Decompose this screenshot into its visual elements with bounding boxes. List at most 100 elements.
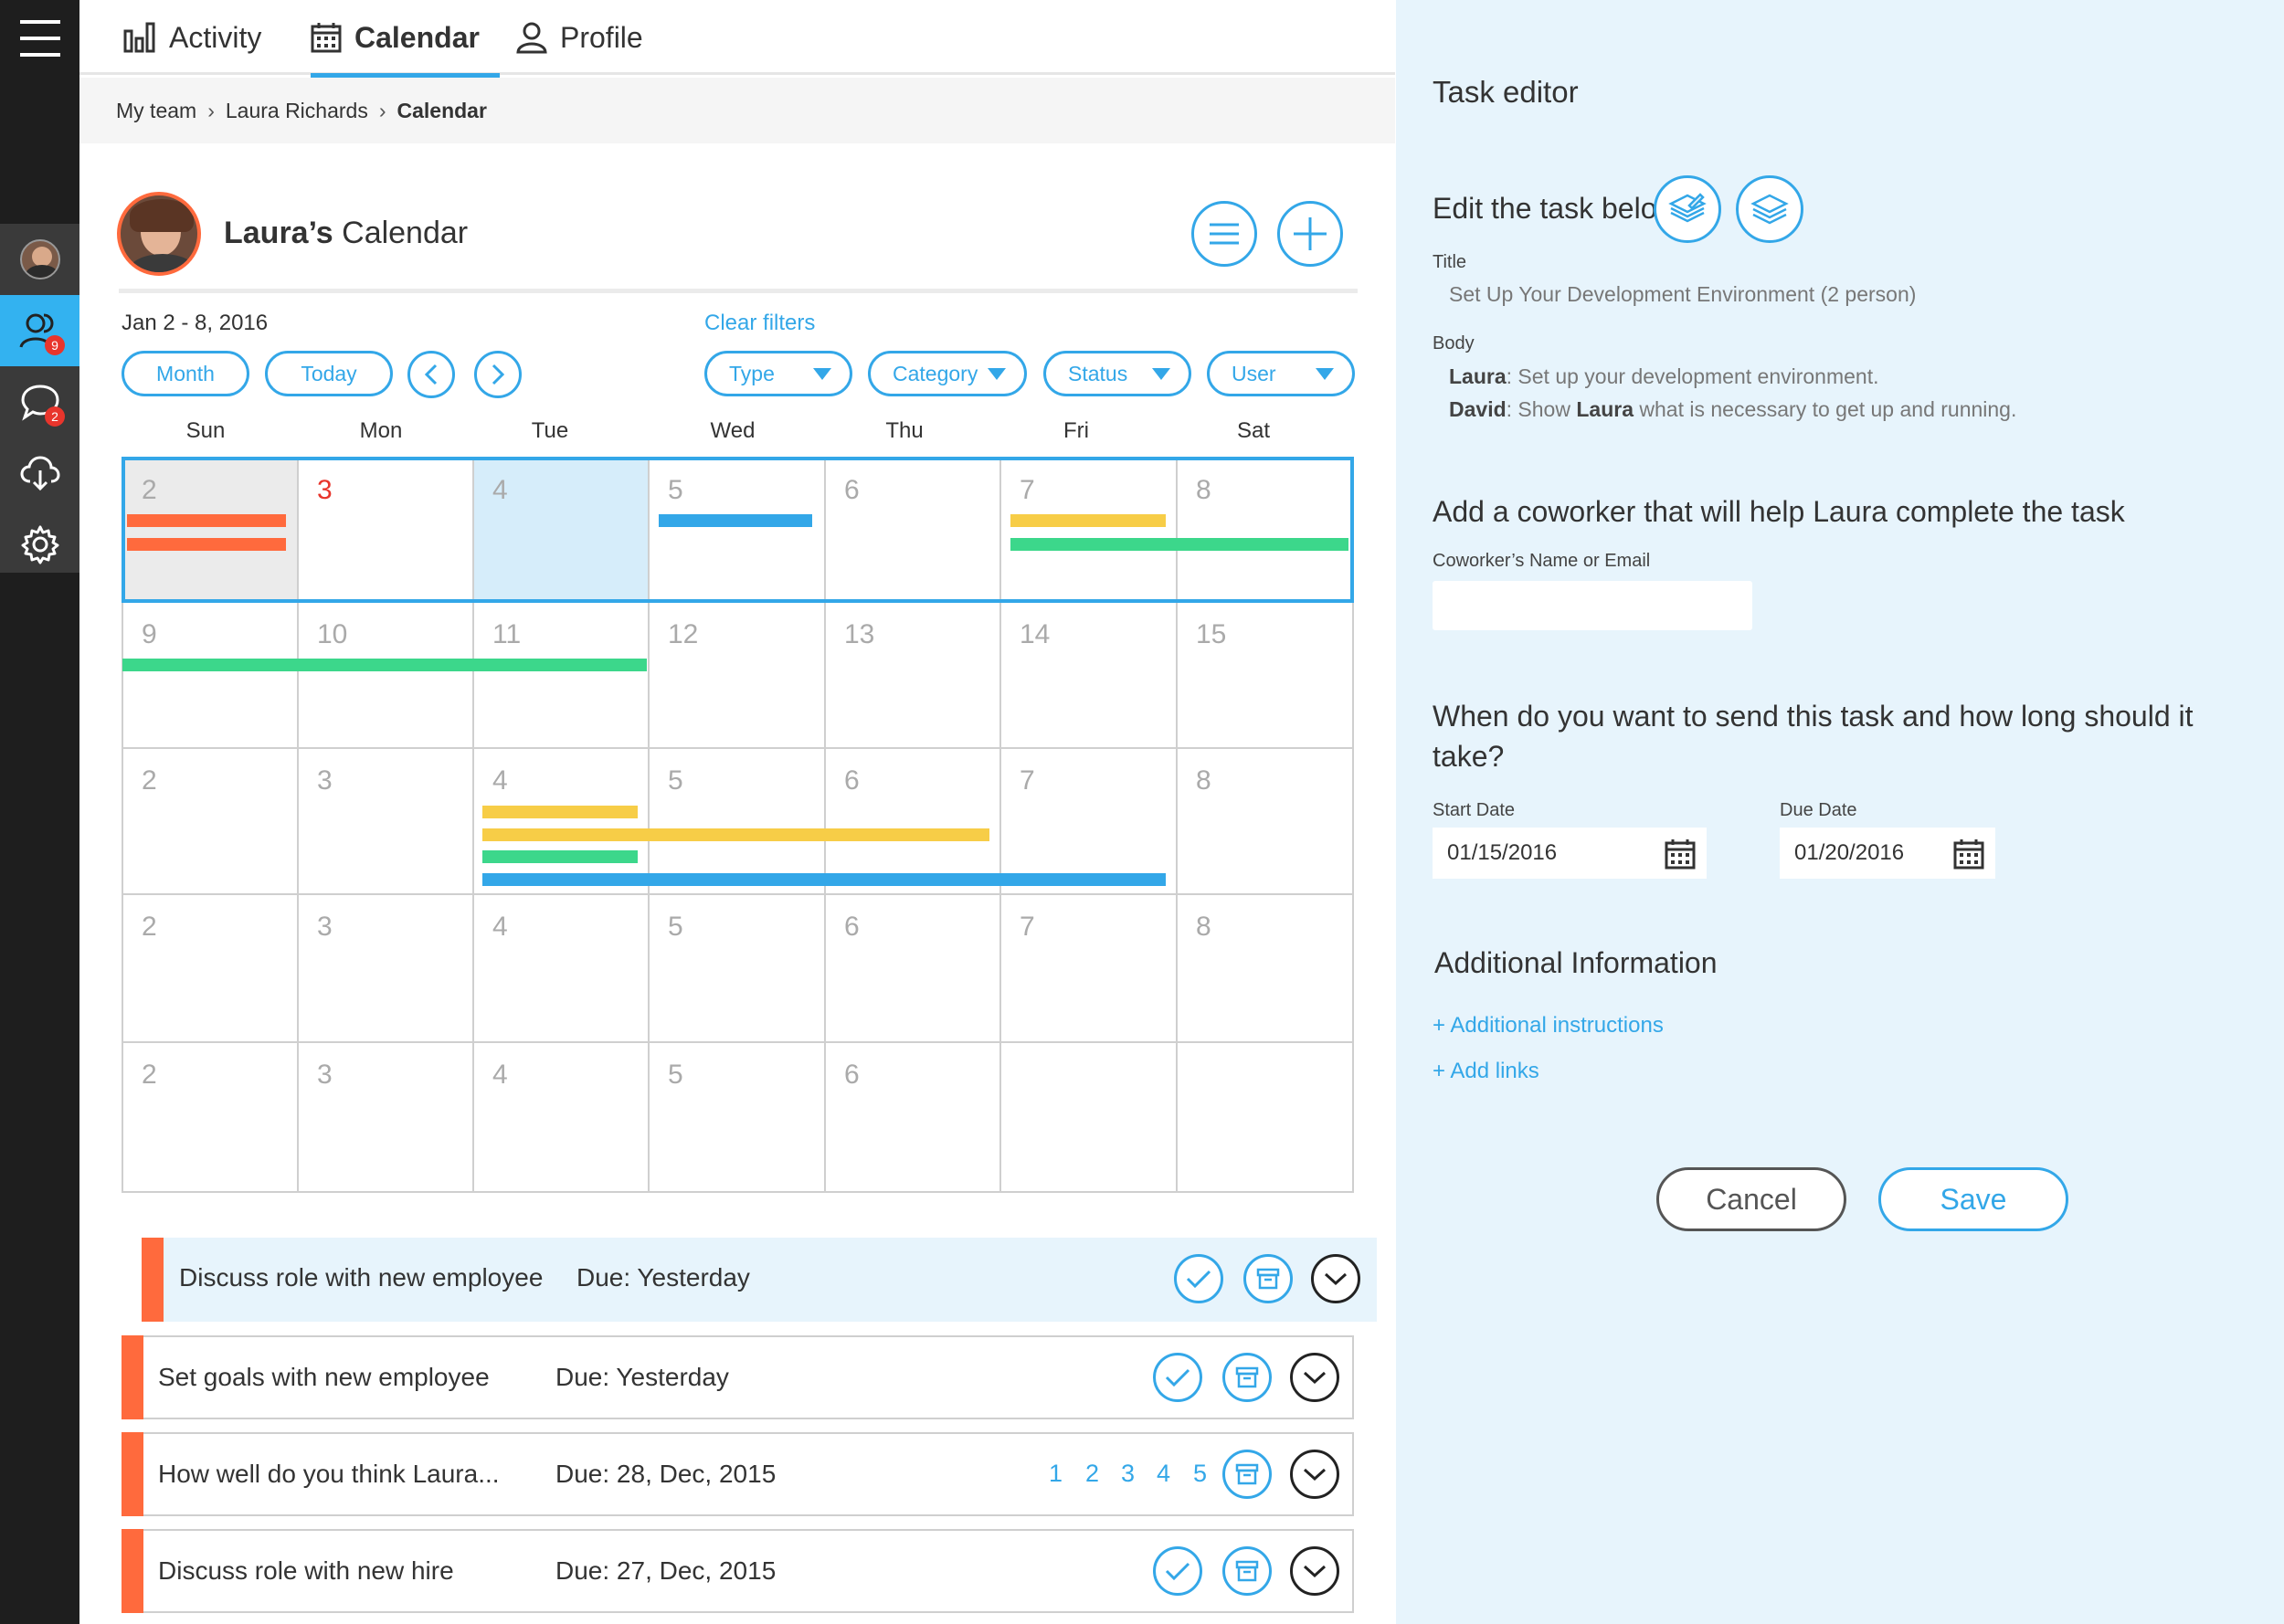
calendar-day-cell[interactable]: 2: [123, 749, 299, 895]
task-row[interactable]: Discuss role with new employee Due: Yest…: [142, 1238, 1377, 1322]
calendar-day-cell[interactable]: 11: [474, 603, 650, 749]
rating-option[interactable]: 4: [1157, 1460, 1171, 1487]
calendar-day-cell[interactable]: 7: [1001, 895, 1178, 1043]
user-filter-dropdown[interactable]: User: [1207, 351, 1355, 396]
type-filter-dropdown[interactable]: Type: [704, 351, 852, 396]
calendar-day-cell[interactable]: 3: [299, 1043, 474, 1191]
tab-calendar[interactable]: Calendar: [311, 0, 500, 78]
coworker-input[interactable]: [1433, 581, 1752, 630]
body-line[interactable]: Laura: Set up your development environme…: [1449, 360, 1879, 393]
event-bar[interactable]: [127, 538, 286, 551]
breadcrumb-item[interactable]: My team: [116, 98, 197, 122]
hamburger-menu-icon[interactable]: [20, 20, 60, 57]
sidebar-profile-avatar[interactable]: [0, 224, 79, 295]
calendar-day-cell[interactable]: 2: [123, 459, 299, 603]
task-row[interactable]: Set goals with new employee Due: Yesterd…: [122, 1335, 1354, 1419]
cancel-button[interactable]: Cancel: [1656, 1167, 1846, 1231]
event-bar[interactable]: [1010, 514, 1166, 527]
event-bar[interactable]: [482, 806, 638, 818]
additional-instructions-link[interactable]: + Additional instructions: [1433, 1013, 1664, 1038]
calendar-day-cell[interactable]: 15: [1178, 603, 1352, 749]
calendar-day-cell[interactable]: 7: [1001, 749, 1178, 895]
status-filter-dropdown[interactable]: Status: [1043, 351, 1191, 396]
tab-profile[interactable]: Profile: [516, 0, 643, 75]
due-date-input[interactable]: 01/20/2016: [1780, 828, 1995, 879]
breadcrumb-item[interactable]: Laura Richards: [225, 98, 368, 122]
next-week-button[interactable]: [474, 351, 522, 398]
task-row[interactable]: How well do you think Laura... Due: 28, …: [122, 1432, 1354, 1516]
complete-button[interactable]: [1174, 1254, 1223, 1303]
task-row[interactable]: Discuss role with new hire Due: 27, Dec,…: [122, 1529, 1354, 1613]
calendar-day-cell[interactable]: 4: [474, 895, 650, 1043]
event-bar[interactable]: [482, 873, 1166, 886]
month-button[interactable]: Month: [122, 351, 249, 396]
archive-button[interactable]: [1222, 1450, 1272, 1499]
calendar-icon[interactable]: [1953, 838, 1984, 870]
clear-filters-link[interactable]: Clear filters: [704, 311, 816, 335]
calendar-day-cell[interactable]: 5: [650, 459, 826, 603]
rating-option[interactable]: 2: [1085, 1460, 1100, 1487]
expand-button[interactable]: [1290, 1546, 1339, 1596]
add-links-link[interactable]: + Add links: [1433, 1059, 1539, 1083]
calendar-day-cell[interactable]: 14: [1001, 603, 1178, 749]
calendar-day-cell[interactable]: 6: [826, 895, 1001, 1043]
calendar-day-cell[interactable]: 4: [474, 749, 650, 895]
expand-button[interactable]: [1290, 1353, 1339, 1402]
rating-option[interactable]: 5: [1193, 1460, 1208, 1487]
calendar-day-cell[interactable]: 6: [826, 749, 1001, 895]
calendar-day-cell[interactable]: [1001, 1043, 1178, 1191]
archive-button[interactable]: [1222, 1546, 1272, 1596]
expand-button[interactable]: [1290, 1450, 1339, 1499]
calendar-day-cell[interactable]: 9: [123, 603, 299, 749]
edit-task-button[interactable]: [1654, 175, 1721, 243]
rating-option[interactable]: 3: [1121, 1460, 1136, 1487]
prev-week-button[interactable]: [407, 351, 455, 398]
archive-button[interactable]: [1222, 1353, 1272, 1402]
start-date-input[interactable]: 01/15/2016: [1433, 828, 1707, 879]
calendar-day-cell[interactable]: 5: [650, 895, 826, 1043]
calendar-day-cell[interactable]: 3: [299, 749, 474, 895]
calendar-day-cell[interactable]: 6: [826, 1043, 1001, 1191]
event-bar[interactable]: [122, 659, 647, 671]
sidebar-item-download[interactable]: [0, 438, 79, 509]
calendar-day-cell[interactable]: 4: [474, 1043, 650, 1191]
add-task-button[interactable]: [1277, 201, 1343, 267]
expand-button[interactable]: [1311, 1254, 1360, 1303]
calendar-day-cell[interactable]: 3: [299, 459, 474, 603]
tab-activity[interactable]: Activity: [123, 0, 261, 75]
calendar-day-cell[interactable]: 2: [123, 1043, 299, 1191]
calendar-day-cell[interactable]: 8: [1178, 459, 1352, 603]
layers-button[interactable]: [1736, 175, 1803, 243]
rating-option[interactable]: 1: [1049, 1460, 1063, 1487]
calendar-day-cell[interactable]: 8: [1178, 895, 1352, 1043]
save-button[interactable]: Save: [1878, 1167, 2068, 1231]
calendar-day-cell[interactable]: 7: [1001, 459, 1178, 603]
list-view-button[interactable]: [1191, 201, 1257, 267]
event-bar[interactable]: [482, 828, 989, 841]
event-bar[interactable]: [127, 514, 286, 527]
archive-button[interactable]: [1243, 1254, 1293, 1303]
title-value[interactable]: Set Up Your Development Environment (2 p…: [1449, 282, 1917, 306]
calendar-day-cell[interactable]: [1178, 1043, 1352, 1191]
calendar-day-cell[interactable]: 10: [299, 603, 474, 749]
calendar-day-cell[interactable]: 4: [474, 459, 650, 603]
calendar-day-cell[interactable]: 5: [650, 749, 826, 895]
event-bar[interactable]: [482, 850, 638, 863]
event-bar[interactable]: [659, 514, 812, 527]
complete-button[interactable]: [1153, 1353, 1202, 1402]
category-filter-dropdown[interactable]: Category: [868, 351, 1027, 396]
sidebar-item-messages[interactable]: 2: [0, 366, 79, 438]
calendar-day-cell[interactable]: 13: [826, 603, 1001, 749]
today-button[interactable]: Today: [265, 351, 393, 396]
calendar-day-cell[interactable]: 3: [299, 895, 474, 1043]
calendar-day-cell[interactable]: 2: [123, 895, 299, 1043]
calendar-day-cell[interactable]: 6: [826, 459, 1001, 603]
calendar-day-cell[interactable]: 5: [650, 1043, 826, 1191]
sidebar-item-team[interactable]: 9: [0, 295, 79, 366]
calendar-day-cell[interactable]: 8: [1178, 749, 1352, 895]
sidebar-item-settings[interactable]: [0, 509, 79, 580]
event-bar[interactable]: [1010, 538, 1348, 551]
body-line[interactable]: David: Show Laura what is necessary to g…: [1449, 393, 2016, 426]
calendar-day-cell[interactable]: 12: [650, 603, 826, 749]
complete-button[interactable]: [1153, 1546, 1202, 1596]
